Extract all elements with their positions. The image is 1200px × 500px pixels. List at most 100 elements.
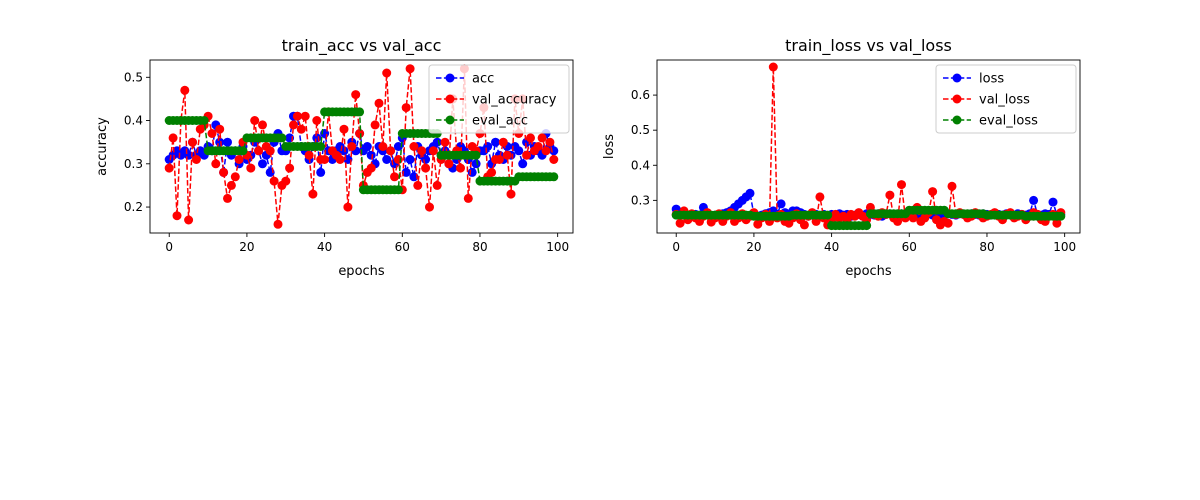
data-point [745, 188, 755, 198]
data-point [164, 163, 174, 173]
y-tick-label: 0.3 [124, 157, 143, 171]
data-point [514, 146, 524, 156]
data-point [471, 159, 481, 169]
x-tick-label: 20 [746, 240, 761, 254]
data-point [491, 137, 500, 147]
data-point [908, 213, 918, 223]
data-point [215, 137, 225, 147]
data-point [421, 163, 431, 173]
data-point [425, 202, 434, 212]
data-point [541, 146, 551, 156]
legend-label: val_loss [979, 93, 1030, 108]
data-point [444, 159, 454, 169]
data-point [502, 150, 512, 160]
data-point [355, 129, 365, 138]
data-point [281, 176, 291, 186]
data-point [316, 167, 326, 177]
data-point [226, 180, 236, 190]
x-tick-label: 100 [1053, 240, 1076, 254]
data-point [188, 137, 197, 147]
legend-marker [445, 115, 455, 125]
data-point [223, 137, 232, 147]
legend-label: loss [979, 72, 1004, 87]
data-point [382, 155, 392, 164]
x-tick-label: 80 [472, 240, 487, 254]
legend-label: acc [472, 72, 494, 87]
data-point [947, 181, 957, 191]
legend-box [935, 64, 1077, 134]
y-tick-label: 0.4 [124, 114, 143, 128]
data-point [776, 199, 786, 209]
data-point [487, 167, 497, 177]
x-tick-label: 20 [239, 240, 254, 254]
data-point [432, 137, 442, 147]
data-point [862, 221, 872, 231]
data-point [545, 137, 555, 147]
legend-marker [445, 73, 455, 83]
data-point [401, 167, 411, 177]
data-point [273, 219, 283, 229]
data-point [432, 180, 442, 190]
data-point [494, 155, 504, 164]
data-point [1052, 218, 1062, 228]
data-point [382, 68, 392, 78]
data-point [498, 137, 508, 147]
x-tick-label: 0 [165, 240, 173, 254]
legend-entry-eval-loss: eval_loss [943, 114, 1038, 129]
data-point [549, 155, 559, 164]
data-point [393, 185, 403, 195]
data-point [219, 167, 229, 177]
data-point [250, 116, 260, 125]
data-point [374, 98, 384, 108]
data-point [180, 85, 190, 95]
data-point [428, 146, 438, 156]
data-point [537, 133, 547, 143]
data-point [386, 146, 396, 156]
data-point [366, 150, 376, 160]
legend-label: eval_acc [472, 114, 528, 129]
data-point [199, 116, 209, 125]
data-point [417, 146, 427, 156]
data-point [289, 120, 298, 130]
data-point [320, 155, 330, 164]
legend: loss val_loss eval_loss [935, 64, 1077, 134]
data-point [815, 192, 825, 202]
axes-frame [149, 59, 574, 234]
data-point [533, 142, 543, 151]
data-point [943, 218, 953, 228]
data-point [254, 146, 264, 156]
data-point [312, 116, 322, 125]
legend-marker [952, 73, 962, 83]
data-point [518, 159, 528, 169]
data-point [483, 142, 493, 151]
legend-label: eval_loss [979, 114, 1038, 129]
data-point [230, 172, 240, 182]
data-point [467, 167, 477, 177]
x-tick-label: 40 [317, 240, 332, 254]
data-point [339, 124, 349, 134]
y-tick-label: 0.6 [631, 88, 650, 102]
legend-marker [952, 115, 962, 125]
x-tick-label: 40 [824, 240, 839, 254]
data-point [246, 163, 256, 173]
data-point [1029, 195, 1039, 205]
data-point [292, 111, 302, 121]
data-point [413, 180, 423, 190]
plot-data [164, 64, 559, 229]
data-point [463, 193, 473, 203]
loss-chart: train_loss vs val_loss epochs loss 0 20 40… [602, 36, 1081, 279]
data-point [234, 155, 244, 164]
data-point [207, 129, 217, 138]
data-point [308, 189, 318, 199]
legend-entry-acc: acc [436, 72, 494, 87]
legend-box [428, 64, 570, 134]
legend-entry-eval-acc: eval_acc [436, 114, 528, 129]
data-point [269, 176, 279, 186]
data-point [312, 133, 322, 143]
x-tick-label: 60 [395, 240, 410, 254]
data-point [347, 142, 357, 151]
legend-entry-val-loss: val_loss [943, 93, 1030, 108]
legend-entry-loss: loss [943, 72, 1004, 87]
data-point [258, 159, 267, 169]
